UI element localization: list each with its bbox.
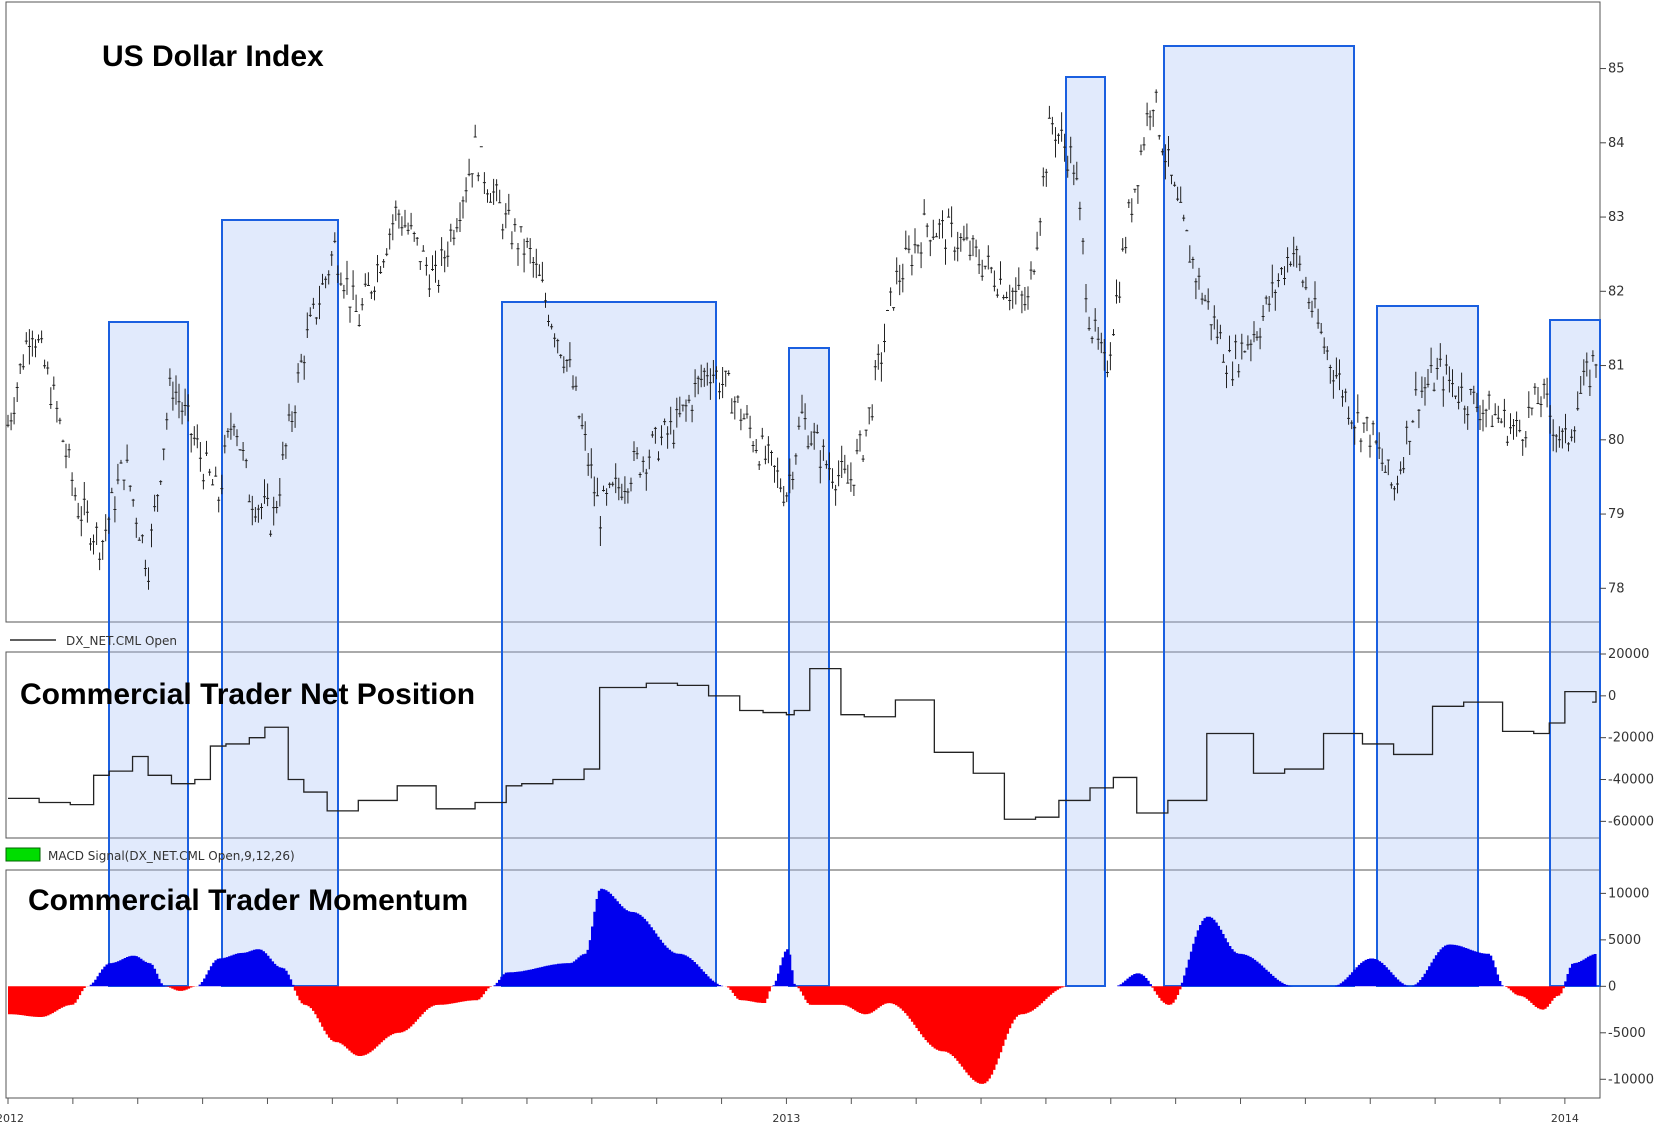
y-tick-label: 84 <box>1608 136 1625 151</box>
y-tick-label: 20000 <box>1608 647 1649 662</box>
momentum-legend-label: MACD Signal(DX_NET.CML Open,9,12,26) <box>48 849 295 863</box>
y-tick-label: 81 <box>1608 359 1625 374</box>
y-tick-label: 78 <box>1608 581 1625 596</box>
highlight-zone <box>501 301 717 987</box>
highlight-zone <box>1163 45 1355 987</box>
y-tick-label: 10000 <box>1608 886 1649 901</box>
date-axis: 2012 2013 2014 <box>0 1097 1600 1125</box>
price-series <box>6 89 1598 590</box>
y-tick-label: -60000 <box>1608 814 1654 829</box>
highlight-zone <box>1065 76 1106 987</box>
momentum-legend-swatch <box>5 847 41 862</box>
highlight-zone <box>1549 319 1601 987</box>
date-tick-label: 2013 <box>772 1112 800 1125</box>
y-tick-label: 82 <box>1608 284 1625 299</box>
y-tick-label: -40000 <box>1608 773 1654 788</box>
position-series <box>7 667 1597 820</box>
y-tick-label: 80 <box>1608 433 1625 448</box>
highlight-zones <box>108 45 1601 987</box>
position-legend-label: DX_NET.CML Open <box>66 634 177 648</box>
y-tick-label: -10000 <box>1608 1072 1654 1087</box>
momentum-positive-area <box>87 888 1597 987</box>
momentum-series <box>7 888 1597 1084</box>
y-tick-label: 79 <box>1608 507 1625 522</box>
momentum-negative-area <box>8 986 1565 1084</box>
position-axis-ticks: 20000 0 -20000 -40000 -60000 <box>1600 647 1654 829</box>
date-tick-label: 2012 <box>0 1112 24 1125</box>
momentum-chart-title: Commercial Trader Momentum <box>28 884 468 917</box>
price-panel-frame <box>5 1 1601 623</box>
highlight-zone <box>221 219 339 987</box>
y-tick-label: 0 <box>1608 689 1616 704</box>
y-tick-label: 85 <box>1608 62 1625 77</box>
net-position-line <box>8 667 1597 820</box>
position-panel-frame <box>5 651 1601 839</box>
y-tick-label: 83 <box>1608 210 1625 225</box>
y-tick-label: -5000 <box>1608 1026 1646 1041</box>
highlight-zone <box>1376 305 1479 987</box>
price-bars <box>6 89 1598 590</box>
y-tick-label: 0 <box>1608 979 1616 994</box>
date-tick-label: 2014 <box>1551 1112 1579 1125</box>
y-tick-label: -20000 <box>1608 731 1654 746</box>
momentum-axis-ticks: 10000 5000 0 -5000 -10000 <box>1600 886 1654 1087</box>
y-tick-label: 5000 <box>1608 933 1641 948</box>
price-axis-ticks: 78 79 80 81 82 83 84 85 <box>1600 62 1625 596</box>
position-chart-title: Commercial Trader Net Position <box>20 678 475 711</box>
price-chart-title: US Dollar Index <box>102 40 324 73</box>
highlight-zone <box>108 321 189 987</box>
